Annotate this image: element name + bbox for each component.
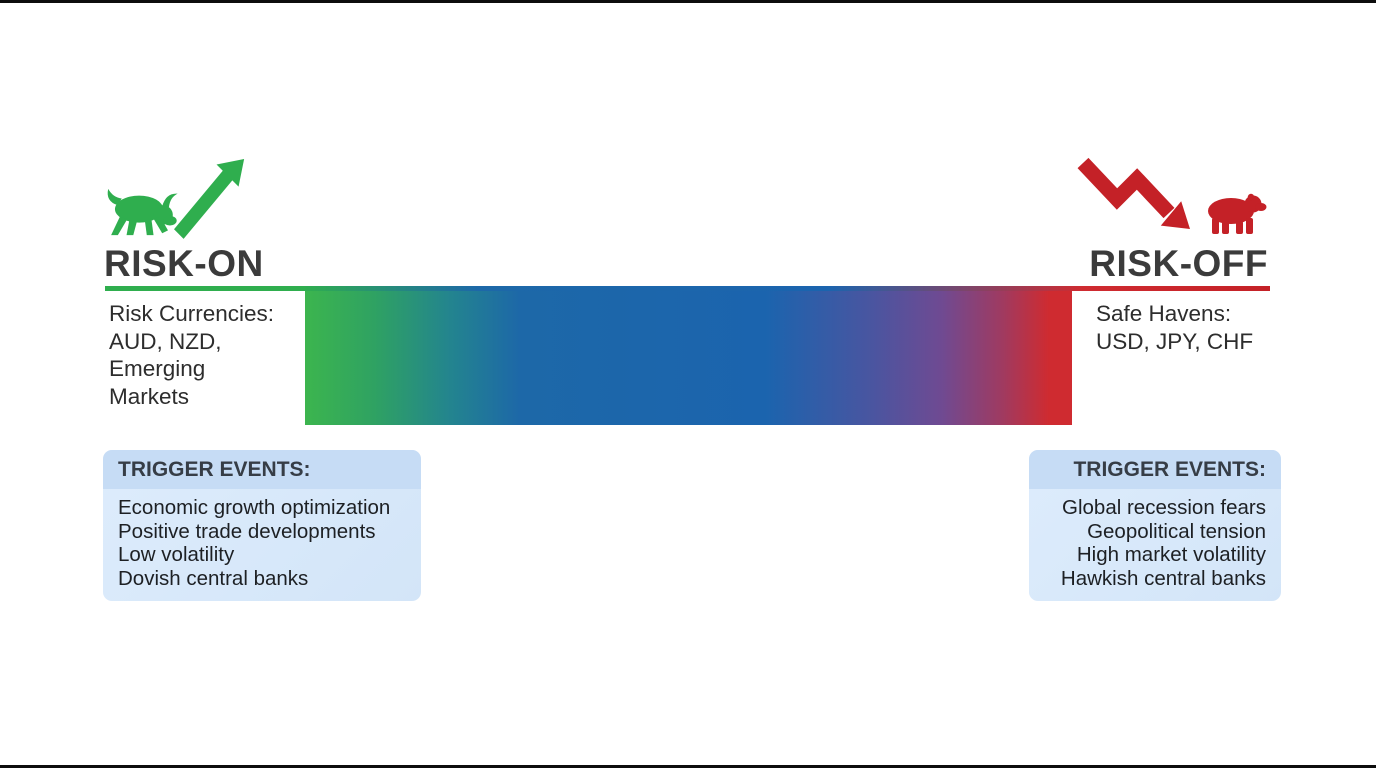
risk-currencies-text: Risk Currencies: AUD, NZD, Emerging Mark…: [109, 300, 304, 410]
risk-currencies-line: AUD, NZD,: [109, 328, 222, 354]
risk-off-trigger-events-box: TRIGGER EVENTS: Global recession fears G…: [1029, 450, 1281, 601]
bottom-frame-line: [0, 765, 1376, 768]
safe-havens-line: USD, JPY, CHF: [1096, 328, 1254, 354]
sentiment-axis-line: [105, 286, 1270, 291]
risk-off-title: RISK-OFF: [1089, 243, 1268, 284]
trigger-events-header: TRIGGER EVENTS:: [103, 450, 421, 489]
risk-currencies-line: Markets: [109, 383, 190, 409]
trigger-event-item: Positive trade developments: [118, 519, 376, 543]
trigger-event-item: High market volatility: [1076, 543, 1266, 567]
uptrend-arrow-icon: [171, 154, 249, 242]
risk-spectrum-gradient-bar: [305, 291, 1072, 425]
trigger-event-item: Low volatility: [118, 543, 235, 567]
risk-currencies-line: Risk Currencies:: [109, 301, 275, 326]
bull-icon: [102, 185, 180, 239]
trigger-events-list: Economic growth optimization Positive tr…: [103, 489, 421, 590]
risk-on-title: RISK-ON: [104, 243, 264, 284]
risk-on-trigger-events-box: TRIGGER EVENTS: Economic growth optimiza…: [103, 450, 421, 601]
risk-currencies-line: Emerging: [109, 356, 206, 381]
top-frame-line: [0, 0, 1376, 3]
trigger-event-item: Dovish central banks: [118, 566, 309, 590]
trigger-event-item: Economic growth optimization: [118, 496, 391, 519]
downtrend-arrow-icon: [1076, 155, 1198, 235]
trigger-event-item: Global recession fears: [1062, 496, 1266, 519]
trigger-events-list: Global recession fears Geopolitical tens…: [1029, 489, 1281, 590]
safe-havens-text: Safe Havens: USD, JPY, CHF: [1096, 300, 1276, 355]
bear-icon: [1202, 191, 1268, 235]
trigger-event-item: Geopolitical tension: [1087, 519, 1266, 543]
trigger-event-item: Hawkish central banks: [1060, 566, 1266, 590]
safe-havens-line: Safe Havens:: [1096, 301, 1232, 326]
trigger-events-header: TRIGGER EVENTS:: [1029, 450, 1281, 489]
